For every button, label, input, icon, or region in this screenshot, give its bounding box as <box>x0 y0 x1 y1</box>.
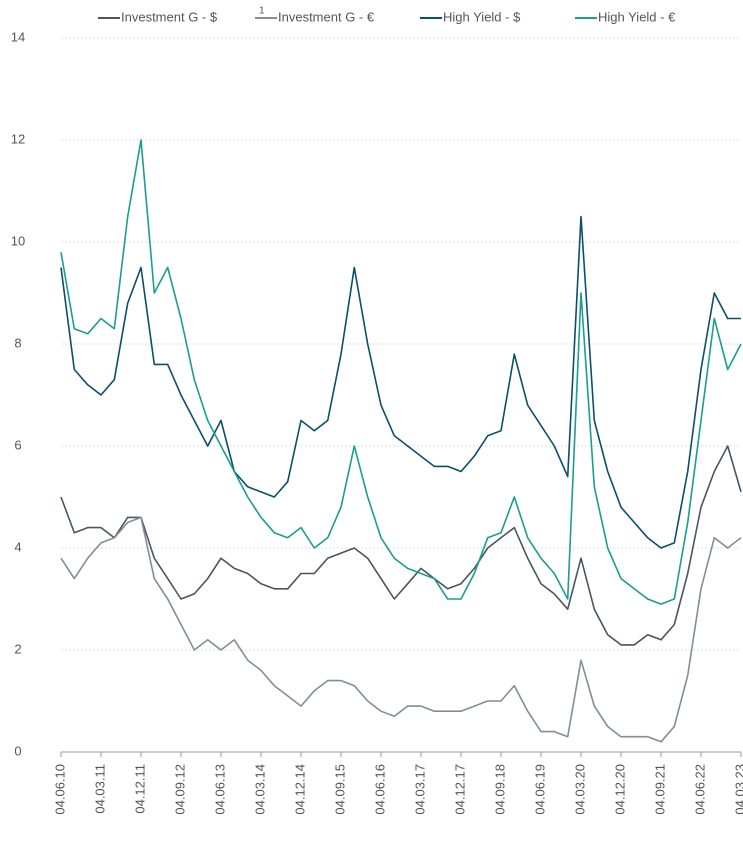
x-tick-label: 04.06.10 <box>52 764 67 815</box>
y-tick-label: 14 <box>11 29 25 44</box>
x-tick-label: 04.09.15 <box>332 764 347 815</box>
x-tick-label: 04.03.11 <box>92 764 107 814</box>
x-tick-label: 04.09.21 <box>652 764 667 815</box>
legend-label: High Yield - $ <box>443 9 521 24</box>
x-tick-label: 04.06.16 <box>372 764 387 815</box>
y-tick-label: 4 <box>14 539 21 554</box>
x-tick-label: 04.12.17 <box>452 764 467 815</box>
series-line <box>60 215 741 549</box>
x-tick-label: 04.06.19 <box>532 764 547 815</box>
y-tick-label: 12 <box>11 131 25 146</box>
legend-label: Investment G - € <box>278 9 375 24</box>
x-tick-label: 04.03.14 <box>252 764 267 815</box>
legend-note: 1 <box>259 6 265 17</box>
y-tick-label: 10 <box>11 233 25 248</box>
y-tick-label: 2 <box>14 641 21 656</box>
x-tick-label: 04.06.22 <box>692 764 707 815</box>
series-line <box>60 139 742 605</box>
series-line <box>60 445 742 646</box>
x-tick-label: 04.03.23 <box>732 764 743 815</box>
legend-label: High Yield - € <box>598 9 676 24</box>
legend-label: Investment G - $ <box>121 9 218 24</box>
series-line <box>60 516 742 743</box>
x-tick-label: 04.12.20 <box>612 764 627 815</box>
x-tick-label: 04.03.20 <box>572 764 587 815</box>
x-tick-label: 04.12.11 <box>132 764 147 814</box>
x-tick-label: 04.03.17 <box>412 764 427 815</box>
x-tick-label: 04.12.14 <box>292 764 307 815</box>
x-tick-label: 04.09.18 <box>492 764 507 815</box>
x-tick-label: 04.09.12 <box>172 764 187 815</box>
y-tick-label: 6 <box>14 437 21 452</box>
x-tick-label: 04.06.13 <box>212 764 227 815</box>
y-tick-label: 8 <box>14 335 21 350</box>
y-tick-label: 0 <box>14 743 21 758</box>
